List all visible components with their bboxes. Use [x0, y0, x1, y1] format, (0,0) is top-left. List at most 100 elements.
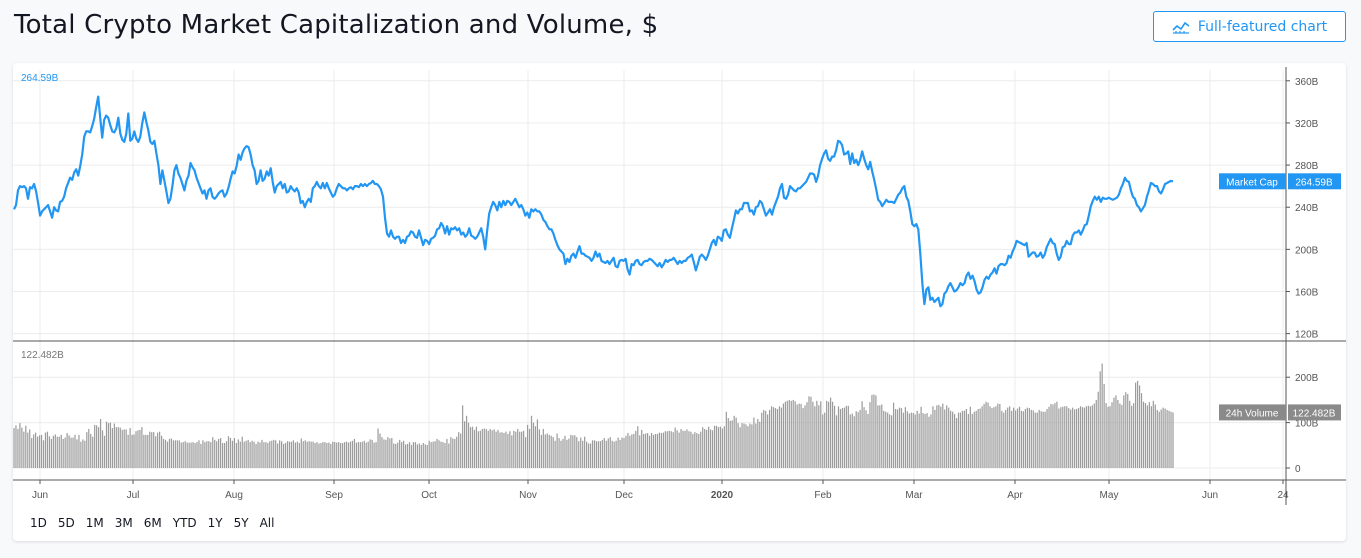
- x-tick-label: Mar: [905, 490, 923, 501]
- volume-value: 122.482B: [1293, 408, 1336, 419]
- volume-bar: [576, 437, 578, 468]
- volume-bar: [239, 441, 241, 468]
- volume-bar: [391, 438, 393, 468]
- volume-bar: [322, 442, 324, 468]
- volume-bar: [936, 405, 938, 468]
- volume-bar: [50, 438, 52, 468]
- volume-bar: [784, 401, 786, 468]
- range-button-ytd[interactable]: YTD: [172, 516, 197, 530]
- volume-bar: [1087, 405, 1089, 468]
- volume-bar: [454, 438, 456, 468]
- volume-bar: [831, 401, 834, 468]
- volume-bar: [658, 432, 661, 468]
- volume-bar: [44, 432, 47, 468]
- volume-bar: [410, 444, 413, 468]
- volume-bar: [281, 441, 283, 468]
- volume-bar: [999, 404, 1001, 468]
- range-button-1m[interactable]: 1M: [85, 516, 104, 530]
- volume-bar: [570, 434, 572, 468]
- volume-bar: [670, 431, 672, 468]
- volume-bar: [776, 409, 779, 468]
- volume-bar: [591, 440, 594, 468]
- volume-bar: [617, 437, 619, 468]
- volume-bar: [534, 426, 537, 468]
- volume-bar: [1121, 404, 1123, 468]
- volume-bar: [147, 434, 149, 468]
- volume-bar: [969, 406, 971, 468]
- volume-bar: [72, 437, 74, 468]
- x-tick-label: Apr: [1007, 490, 1023, 501]
- volume-bar: [830, 397, 832, 468]
- volume-bar: [462, 405, 464, 468]
- volume-bar: [33, 434, 35, 468]
- volume-label-badge: [1219, 404, 1286, 421]
- volume-bar: [686, 429, 688, 468]
- range-button-1d[interactable]: 1D: [30, 516, 47, 530]
- volume-bar: [875, 395, 877, 468]
- volume-bar: [747, 426, 749, 468]
- volume-bar: [536, 419, 539, 468]
- volume-bar: [221, 443, 224, 468]
- volume-bar: [373, 442, 375, 468]
- x-tick-label: Nov: [519, 490, 537, 501]
- volume-bar: [607, 438, 609, 468]
- volume-bar: [261, 439, 263, 468]
- volume-bar: [206, 441, 208, 468]
- volume-bar: [739, 427, 741, 468]
- volume-bar: [564, 435, 566, 468]
- volume-bar: [798, 403, 800, 468]
- volume-bar: [662, 432, 664, 468]
- volume-bar: [426, 444, 428, 468]
- volume-bar: [963, 410, 966, 468]
- x-tick-label: Dec: [615, 490, 633, 501]
- volume-bar: [129, 428, 131, 468]
- y-tick-label: 320B: [1295, 119, 1319, 130]
- range-button-6m[interactable]: 6M: [143, 516, 162, 530]
- volume-bar: [676, 430, 678, 468]
- volume-bar: [794, 401, 796, 468]
- full-featured-chart-button[interactable]: Full-featured chart: [1153, 11, 1346, 42]
- volume-bar: [123, 429, 125, 468]
- volume-bar: [1150, 406, 1152, 468]
- full-featured-chart-label: Full-featured chart: [1197, 18, 1328, 35]
- volume-bar: [973, 411, 975, 468]
- volume-bar: [247, 439, 249, 468]
- x-tick-label: Sep: [325, 490, 343, 501]
- volume-bar: [284, 443, 287, 468]
- volume-bar: [273, 439, 275, 468]
- volume-bar: [558, 438, 560, 468]
- volume-bar: [763, 409, 765, 468]
- volume-bar: [517, 428, 519, 468]
- volume-bar: [1138, 385, 1141, 468]
- range-button-3m[interactable]: 3M: [114, 516, 133, 530]
- volume-bar: [643, 433, 645, 468]
- range-button-5d[interactable]: 5D: [57, 516, 75, 530]
- volume-bar: [1166, 409, 1168, 468]
- volume-bar: [436, 438, 438, 468]
- volume-bar: [46, 431, 49, 468]
- volume-bar: [737, 423, 739, 468]
- volume-bar: [839, 409, 842, 468]
- y-tick-label: 200B: [1295, 245, 1319, 256]
- range-button-5y[interactable]: 5Y: [233, 516, 249, 530]
- volume-bar: [403, 440, 405, 468]
- volume-bar: [424, 444, 426, 468]
- volume-bar: [371, 439, 373, 468]
- volume-bar: [60, 434, 62, 468]
- volume-bar: [562, 438, 564, 468]
- volume-bar: [542, 428, 544, 468]
- range-button-all[interactable]: All: [259, 516, 275, 530]
- volume-bar: [1083, 407, 1086, 468]
- volume-bar: [723, 426, 725, 468]
- range-button-1y[interactable]: 1Y: [207, 516, 223, 530]
- volume-bar: [149, 431, 151, 468]
- volume-bar: [647, 433, 649, 468]
- volume-bar: [908, 413, 910, 468]
- volume-bar: [277, 443, 279, 468]
- volume-bar: [279, 440, 281, 468]
- volume-bar: [652, 434, 655, 468]
- volume-bar: [1129, 400, 1131, 468]
- volume-bar: [595, 441, 598, 468]
- volume-bar: [525, 437, 527, 468]
